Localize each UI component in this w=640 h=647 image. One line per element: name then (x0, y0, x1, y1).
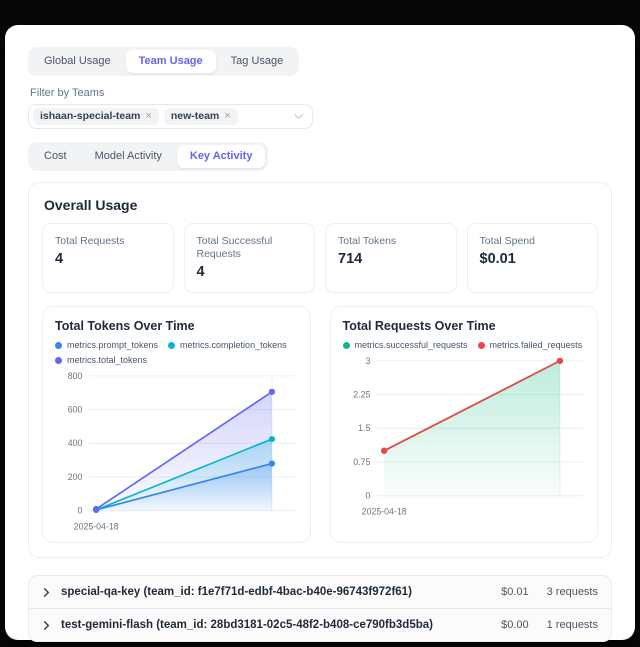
legend-dot-icon (55, 356, 62, 364)
svg-text:600: 600 (68, 404, 83, 414)
legend-item: metrics.completion_tokens (168, 339, 287, 351)
svg-text:2025-04-18: 2025-04-18 (361, 506, 406, 516)
key-request-count: 3 requests (546, 586, 598, 599)
legend-label: metrics.completion_tokens (180, 340, 287, 350)
tab-tag-usage[interactable]: Tag Usage (230, 55, 284, 67)
key-request-count: 1 requests (546, 619, 598, 632)
stat-total-successful-requests: Total Successful Requests 4 (183, 223, 315, 293)
requests-over-time-chart: Total Requests Over Time metrics.success… (329, 306, 598, 544)
team-chip-label: new-team (170, 110, 220, 122)
line-chart: 0 0.75 1.5 2.25 3 2025-04-18 (353, 356, 584, 516)
tab-model-activity[interactable]: Model Activity (94, 150, 162, 162)
svg-text:2025-04-18: 2025-04-18 (74, 521, 119, 531)
charts-row: Total Tokens Over Time metrics.prompt_to… (42, 306, 598, 544)
tab-global-usage[interactable]: Global Usage (44, 55, 111, 67)
stat-total-spend: Total Spend $0.01 (466, 223, 598, 293)
tab-team-usage[interactable]: Team Usage (125, 50, 216, 73)
team-filter-select[interactable]: ishaan-special-team × new-team × (28, 104, 313, 129)
svg-text:400: 400 (68, 438, 83, 448)
tokens-over-time-chart: Total Tokens Over Time metrics.prompt_to… (42, 306, 311, 544)
stat-label: Total Requests (55, 235, 125, 247)
chip-remove-icon[interactable]: × (224, 110, 231, 122)
overall-usage-title: Overall Usage (44, 197, 138, 213)
svg-text:0: 0 (365, 491, 370, 501)
stat-label: Total Successful Requests (196, 235, 273, 260)
chart-title: Total Requests Over Time (342, 319, 496, 333)
tab-key-activity[interactable]: Key Activity (176, 145, 266, 168)
svg-text:3: 3 (365, 356, 370, 366)
team-chip: new-team × (163, 108, 238, 125)
stat-value: 714 (338, 251, 363, 267)
svg-text:1.5: 1.5 (358, 423, 370, 433)
stat-total-tokens: Total Tokens 714 (325, 223, 457, 293)
overall-usage-card: Overall Usage Total Requests 4 Total Suc… (28, 182, 612, 559)
usage-dashboard-panel: Global Usage Team Usage Tag Usage Filter… (5, 25, 635, 643)
team-chip: ishaan-special-team × (33, 108, 159, 125)
legend-dot-icon (168, 341, 176, 349)
chip-remove-icon[interactable]: × (145, 110, 152, 122)
key-title: special-qa-key (team_id: f1e7f71d-edbf-4… (61, 586, 412, 599)
stats-row: Total Requests 4 Total Successful Reques… (42, 223, 598, 293)
key-title: test-gemini-flash (team_id: 28bd3181-02c… (61, 619, 433, 632)
key-row-test-gemini-flash[interactable]: test-gemini-flash (team_id: 28bd3181-02c… (29, 608, 611, 641)
selected-team-chips: ishaan-special-team × new-team × (33, 108, 293, 125)
chevron-down-icon[interactable] (293, 111, 304, 122)
chevron-right-icon (42, 587, 51, 598)
legend-label: metrics.successful_requests (354, 340, 468, 350)
legend-label: metrics.prompt_tokens (67, 340, 159, 350)
key-row-special-qa-key[interactable]: special-qa-key (team_id: f1e7f71d-edbf-4… (29, 576, 611, 608)
stat-value: $0.01 (479, 251, 516, 267)
stat-label: Total Spend (479, 235, 535, 247)
chart-legend: metrics.successful_requests metrics.faile… (342, 339, 586, 351)
chevron-right-icon (42, 620, 51, 631)
key-spend: $0.01 (501, 586, 529, 599)
line-chart: 0 200 400 600 800 2025-04-18 (68, 371, 296, 531)
activity-tabs: Cost Model Activity Key Activity (28, 142, 269, 171)
svg-text:0: 0 (77, 506, 82, 516)
legend-dot-icon (55, 341, 62, 349)
legend-item: metrics.total_tokens (55, 354, 147, 366)
svg-text:2.25: 2.25 (353, 389, 370, 399)
legend-dot-icon (477, 341, 485, 349)
svg-text:800: 800 (68, 371, 83, 381)
legend-dot-icon (342, 341, 350, 349)
tab-cost[interactable]: Cost (44, 150, 67, 162)
stat-total-requests: Total Requests 4 (42, 223, 174, 293)
key-spend: $0.00 (501, 619, 529, 632)
team-chip-label: ishaan-special-team (40, 110, 141, 122)
filter-by-teams-label: Filter by Teams (30, 87, 105, 99)
svg-text:200: 200 (68, 472, 83, 482)
key-list: special-qa-key (team_id: f1e7f71d-edbf-4… (28, 575, 612, 643)
stat-value: 4 (196, 264, 205, 280)
legend-item: metrics.successful_requests (342, 339, 468, 351)
legend-item: metrics.failed_requests (477, 339, 583, 351)
svg-text:0.75: 0.75 (353, 457, 370, 467)
usage-scope-tabs: Global Usage Team Usage Tag Usage (28, 47, 300, 76)
legend-label: metrics.total_tokens (67, 355, 148, 365)
stat-label: Total Tokens (338, 235, 397, 247)
stat-value: 4 (55, 251, 64, 267)
chart-title: Total Tokens Over Time (55, 319, 195, 333)
legend-item: metrics.prompt_tokens (55, 339, 158, 351)
chart-legend: metrics.prompt_tokens metrics.completion_… (55, 339, 298, 366)
legend-label: metrics.failed_requests (489, 340, 583, 350)
